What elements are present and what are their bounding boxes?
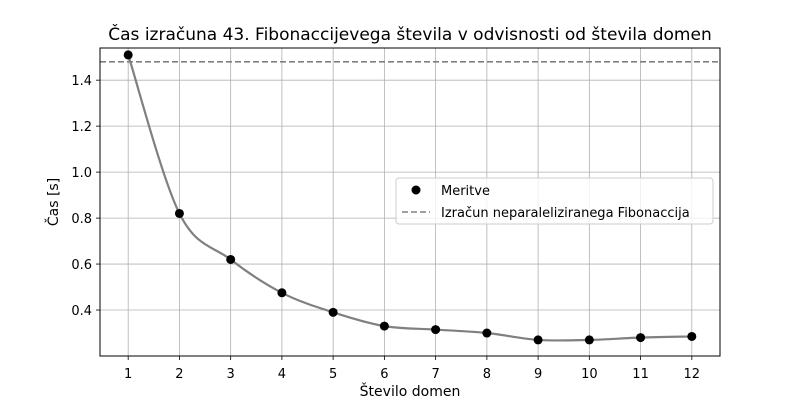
legend: Meritve Izračun neparaleliziranega Fibon… (395, 177, 714, 225)
y-tick-label: 1.2 (71, 120, 92, 135)
y-tick-label: 0.6 (71, 258, 92, 273)
chart-title: Čas izračuna 43. Fibonaccijevega števila… (108, 23, 711, 45)
x-tick-label: 9 (534, 367, 542, 382)
x-tick-label: 7 (431, 367, 439, 382)
legend-label-measurements: Meritve (441, 184, 490, 199)
data-point-measurement (431, 325, 441, 335)
x-tick-label: 10 (581, 367, 598, 382)
data-point-measurement (226, 254, 236, 264)
grid (100, 48, 720, 356)
x-tick-label: 3 (227, 367, 235, 382)
x-tick-label: 2 (175, 367, 183, 382)
y-axis-label: Čas [s] (44, 178, 62, 226)
data-point-measurement (533, 335, 543, 345)
data-point-measurement (379, 321, 389, 331)
legend-label-reference: Izračun neparaleliziranega Fibonaccija (441, 206, 690, 221)
x-tick-label: 4 (278, 367, 286, 382)
plot-frame (99, 47, 721, 357)
x-tick-label: 6 (380, 367, 388, 382)
legend-box (395, 177, 714, 225)
y-axis-ticks: 0.4 0.6 0.8 1.0 1.2 1.4 (71, 74, 100, 319)
legend-marker-measurements (411, 185, 421, 195)
y-tick-label: 0.4 (71, 304, 92, 319)
y-tick-label: 1.4 (71, 74, 92, 89)
series-group (123, 50, 697, 345)
data-point-measurement (277, 288, 287, 298)
data-point-measurement (174, 208, 184, 218)
y-tick-label: 0.8 (71, 212, 92, 227)
x-tick-label: 1 (124, 367, 132, 382)
data-point-measurement (482, 328, 492, 338)
x-tick-label: 11 (632, 367, 649, 382)
x-tick-label: 5 (329, 367, 337, 382)
data-point-measurement (328, 307, 338, 317)
data-point-measurement (123, 50, 133, 60)
x-tick-label: 8 (483, 367, 491, 382)
data-point-measurement (584, 335, 594, 345)
y-tick-label: 1.0 (71, 166, 92, 181)
data-point-measurement (687, 331, 697, 341)
x-tick-label: 12 (684, 367, 701, 382)
x-axis-label: Število domen (360, 382, 461, 400)
x-axis-ticks: 1 2 3 4 5 6 7 8 9 10 11 12 (124, 356, 700, 382)
data-point-measurement (636, 333, 646, 343)
